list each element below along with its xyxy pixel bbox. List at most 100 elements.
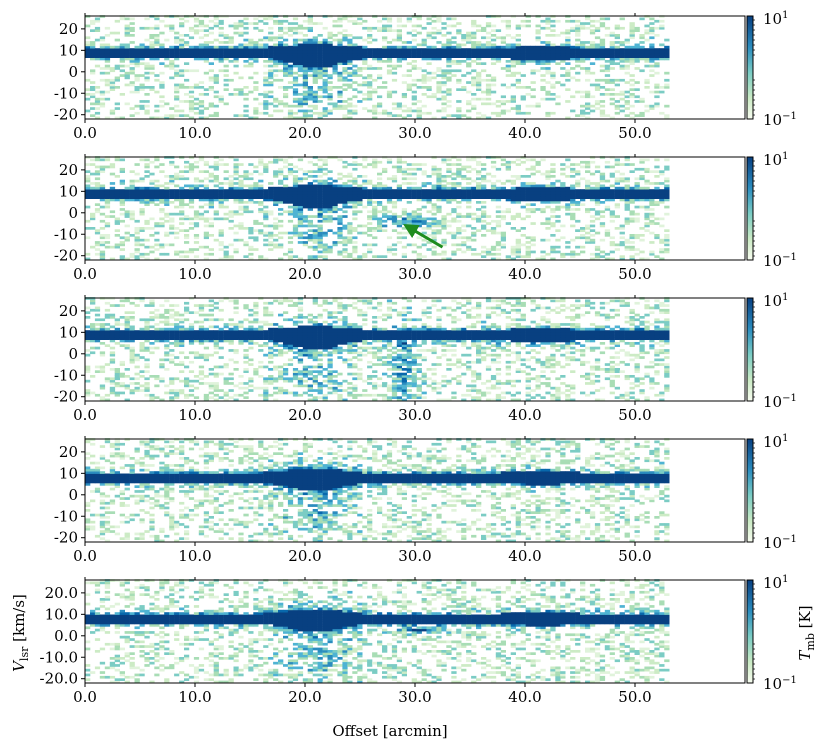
heatmap-cell — [228, 24, 234, 28]
heatmap-cell — [342, 227, 348, 230]
heatmap-cell — [441, 257, 447, 261]
heatmap-cell — [287, 64, 294, 68]
heatmap-cell — [525, 236, 531, 240]
heatmap-cell — [520, 193, 526, 197]
annotation-arrow — [403, 224, 444, 249]
heatmap-cell — [431, 95, 437, 99]
heatmap-cell — [85, 163, 91, 166]
heatmap-cell — [426, 86, 432, 89]
heatmap-cell — [456, 29, 462, 32]
heatmap-cell — [278, 50, 284, 54]
heatmap-cell — [342, 100, 348, 103]
heatmap-cell — [119, 255, 125, 258]
heatmap-cell — [589, 19, 596, 23]
heatmap-cell — [233, 165, 239, 169]
heatmap-cell — [154, 184, 160, 188]
heatmap-cell — [426, 57, 432, 61]
heatmap-cell — [193, 55, 200, 58]
heatmap-cell — [565, 36, 571, 40]
heatmap-cell — [307, 64, 313, 68]
heatmap-cell — [664, 229, 670, 232]
heatmap-cell — [575, 219, 581, 223]
heatmap-cell — [85, 316, 91, 319]
heatmap-cell — [575, 90, 581, 94]
heatmap-cell — [139, 74, 145, 77]
heatmap-cell — [109, 189, 116, 192]
heatmap-cell — [184, 78, 190, 82]
heatmap-cell — [515, 177, 521, 181]
heatmap-cell — [184, 165, 190, 169]
heatmap-cell — [500, 191, 506, 195]
heatmap-cell — [129, 41, 135, 44]
heatmap-cell — [124, 64, 130, 68]
heatmap-cell — [520, 57, 526, 61]
heatmap-cell — [664, 186, 670, 190]
heatmap-cell — [154, 78, 160, 82]
heatmap-cell — [218, 201, 224, 204]
heatmap-cell — [367, 29, 373, 32]
heatmap-cell — [228, 179, 234, 183]
heatmap-cell — [347, 41, 353, 44]
heatmap-cell — [421, 172, 427, 176]
heatmap-cell — [391, 189, 398, 192]
heatmap-cell — [386, 215, 393, 218]
heatmap-cell — [490, 50, 497, 54]
heatmap-cell — [302, 184, 308, 188]
heatmap-cell — [317, 170, 323, 173]
heatmap-cell — [550, 196, 556, 199]
heatmap-cell — [114, 64, 120, 68]
heatmap-cell — [322, 26, 328, 30]
heatmap-cell — [476, 97, 482, 101]
heatmap-cell — [109, 339, 116, 343]
heatmap-cell — [386, 19, 393, 23]
heatmap-cell — [570, 45, 576, 49]
heatmap-cell — [446, 45, 452, 49]
heatmap-cell — [179, 43, 185, 47]
heatmap-cell — [540, 55, 546, 58]
heatmap-cell — [639, 196, 645, 199]
heatmap-cell — [639, 257, 645, 261]
heatmap-cell — [406, 55, 412, 58]
heatmap-cell — [466, 41, 472, 44]
heatmap-cell — [347, 238, 353, 242]
heatmap-cell — [649, 17, 655, 21]
heatmap-cell — [109, 358, 116, 362]
heatmap-cell — [124, 191, 130, 195]
heatmap-cell — [139, 50, 145, 54]
heatmap-cell — [114, 318, 120, 322]
heatmap-cell — [515, 26, 521, 30]
heatmap-cell — [609, 62, 615, 65]
heatmap-cell — [292, 165, 299, 169]
heatmap-cell — [253, 193, 259, 197]
heatmap-cell — [188, 55, 195, 58]
heatmap-cell — [297, 215, 304, 218]
heatmap-cell — [604, 179, 611, 183]
heatmap-cell — [367, 203, 373, 206]
heatmap-cell — [471, 186, 477, 190]
y-tick-label: 0 — [68, 63, 78, 81]
heatmap-cell — [129, 69, 135, 73]
heatmap-cell — [104, 48, 111, 51]
heatmap-cell — [505, 55, 511, 58]
heatmap-cell — [99, 342, 106, 345]
heatmap-cell — [362, 196, 368, 199]
heatmap-cell — [585, 45, 591, 49]
heatmap-cell — [337, 229, 343, 232]
heatmap-cell — [585, 55, 591, 58]
heatmap-cell — [149, 71, 155, 75]
heatmap-cell — [297, 203, 304, 206]
heatmap-cell — [609, 184, 615, 188]
heatmap-cell — [386, 45, 393, 49]
heatmap-cell — [411, 243, 417, 247]
heatmap-cell — [342, 203, 348, 206]
heatmap-cell — [159, 313, 165, 317]
heatmap-cell — [629, 62, 635, 65]
heatmap-cell — [570, 175, 576, 178]
heatmap-cell — [644, 196, 650, 199]
heatmap-cell — [629, 48, 635, 51]
heatmap-cell — [238, 193, 244, 197]
heatmap-cell — [342, 205, 348, 209]
heatmap-cell — [401, 52, 407, 56]
heatmap-cell — [119, 17, 125, 21]
heatmap-cell — [332, 201, 338, 204]
